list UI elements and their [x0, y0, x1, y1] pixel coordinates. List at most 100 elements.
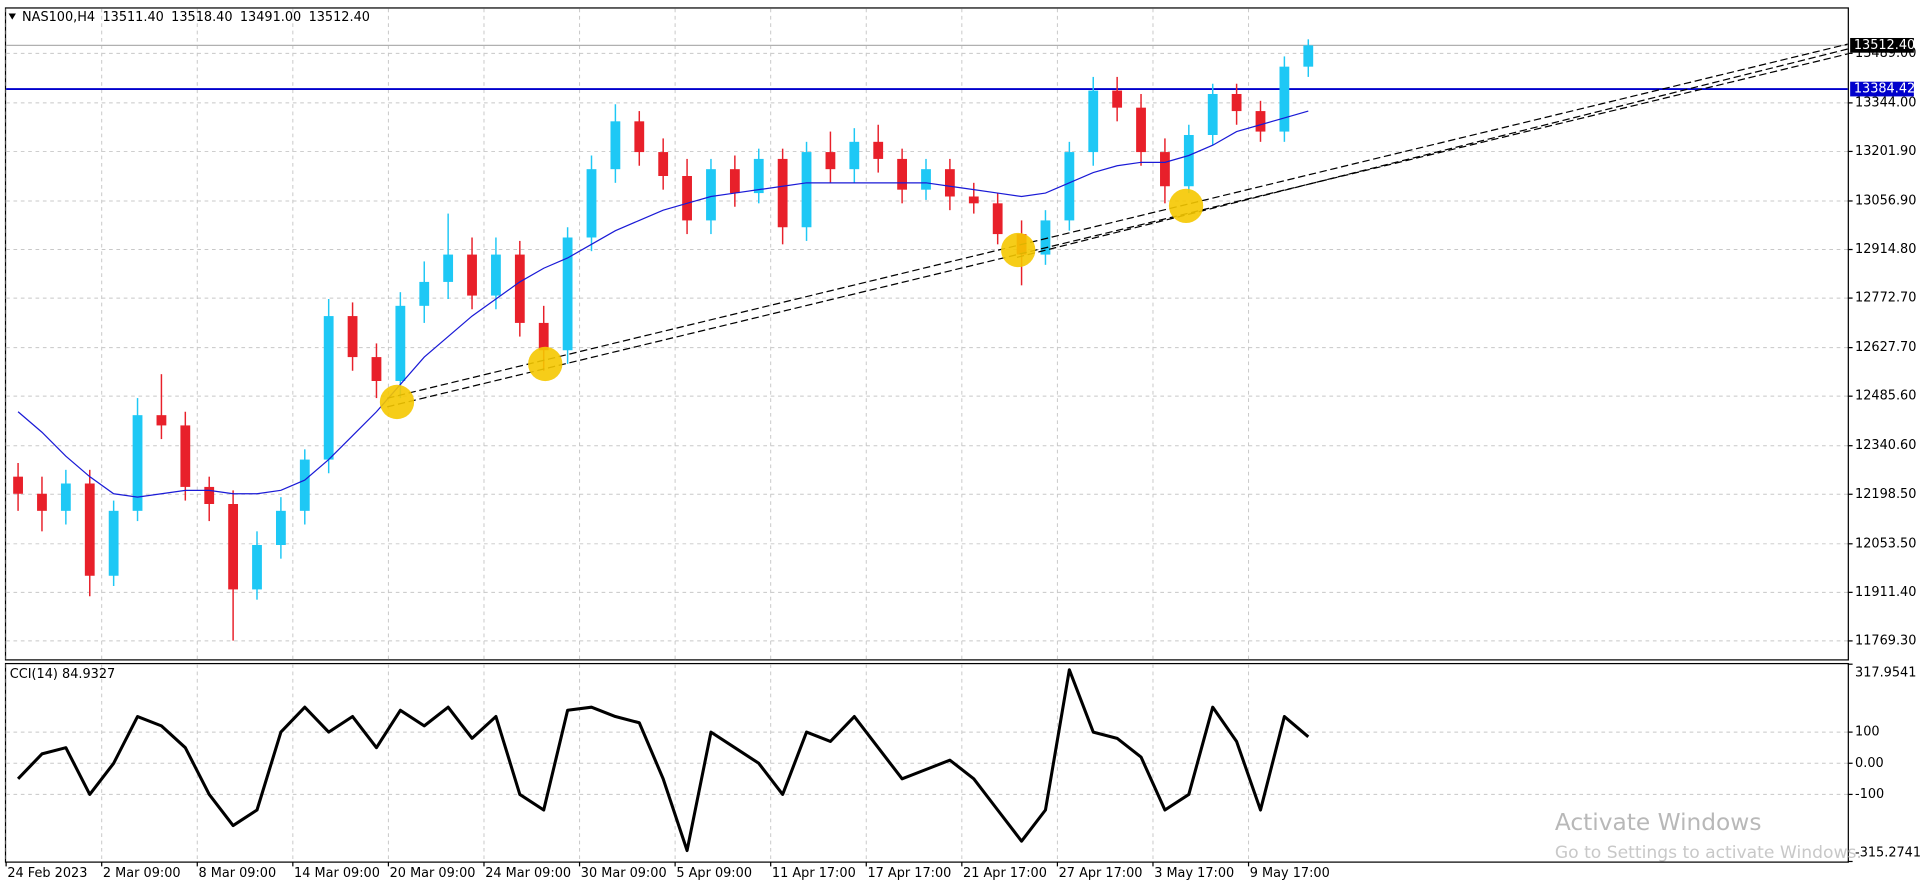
- candle-body: [1136, 107, 1146, 153]
- candle-body: [968, 196, 979, 204]
- indicator-line: [16, 668, 1310, 853]
- candle-body: [467, 254, 477, 296]
- x-tick-label: 14 Mar 09:00: [294, 866, 380, 881]
- candle-body: [180, 425, 191, 487]
- highlights: [379, 188, 1204, 420]
- x-tick-label: 30 Mar 09:00: [581, 866, 667, 881]
- candle-body: [299, 459, 310, 511]
- quote-value: 13511.40: [102, 10, 163, 25]
- level-box: [1850, 81, 1914, 97]
- candle-body: [801, 152, 812, 228]
- candle-body: [1040, 220, 1051, 255]
- candle-body: [753, 158, 764, 194]
- x-tick-label: 24 Feb 2023: [7, 866, 87, 881]
- candle-body: [37, 493, 47, 511]
- candle-body: [84, 483, 95, 576]
- candle-body: [658, 152, 669, 176]
- candle-body: [323, 316, 334, 460]
- candle-body: [992, 203, 1003, 235]
- candle-body: [60, 483, 71, 511]
- candle-body: [371, 357, 382, 382]
- x-tick-label: 17 Apr 17:00: [867, 866, 951, 881]
- x-tick-label: 3 May 17:00: [1154, 866, 1234, 881]
- x-tick-label: 24 Mar 09:00: [485, 866, 571, 881]
- cci-value: 84.9327: [62, 666, 115, 681]
- candle-body: [108, 510, 119, 576]
- y-tick-label: 13344.00: [1855, 95, 1916, 110]
- candle-body: [443, 254, 454, 282]
- candle-body: [538, 322, 549, 351]
- candle-body: [777, 158, 788, 228]
- x-tick-label: 21 Apr 17:00: [963, 866, 1047, 881]
- candle-body: [132, 415, 143, 511]
- candle-body: [873, 141, 884, 159]
- candle-body: [1160, 152, 1170, 187]
- candle-body: [491, 254, 501, 296]
- candle-body: [275, 510, 286, 546]
- candle-body: [706, 169, 716, 221]
- candle-body: [825, 152, 836, 170]
- candle-body: [562, 237, 573, 351]
- candle-body: [944, 169, 955, 197]
- y-tick-label: 12772.70: [1855, 291, 1916, 306]
- y-tick-label: 13056.90: [1855, 193, 1916, 208]
- y-tick-label: 13201.90: [1855, 144, 1916, 159]
- trend-line: [387, 53, 1848, 408]
- watermark-title: Activate Windows: [1555, 809, 1762, 836]
- y-tick-label: -315.2741: [1855, 845, 1920, 860]
- candle-body: [419, 281, 430, 306]
- level-label: 13384.42: [1854, 82, 1915, 97]
- candle-body: [729, 169, 740, 194]
- candle-body: [634, 121, 645, 153]
- touch-point: [379, 384, 415, 420]
- quote-value: 13512.40: [309, 10, 370, 25]
- moving-average: [17, 110, 1309, 498]
- candle-body: [1112, 90, 1123, 108]
- candle-body: [228, 504, 239, 590]
- y-tick-label: 11769.30: [1855, 633, 1916, 648]
- candle-body: [204, 486, 215, 505]
- candle-body: [1088, 90, 1099, 153]
- menu-arrow[interactable]: [8, 13, 16, 20]
- y-tick-label: 100: [1855, 725, 1880, 740]
- x-tick-label: 8 Mar 09:00: [198, 866, 276, 881]
- candle-body: [514, 254, 525, 323]
- candle-body: [897, 158, 908, 190]
- main-frame: [4, 7, 1849, 661]
- touch-point: [528, 346, 563, 382]
- y-tick-label: 0.00: [1855, 756, 1884, 771]
- y-tick-label: 12485.60: [1855, 389, 1916, 404]
- x-tick-label: 5 Apr 09:00: [676, 866, 752, 881]
- touch-point: [1168, 188, 1204, 224]
- main-panel: 13489.0013344.0013201.9013056.9012914.80…: [5, 8, 1916, 881]
- x-tick-label: 2 Mar 09:00: [103, 866, 181, 881]
- candle-body: [1279, 66, 1290, 132]
- candle-body: [1303, 45, 1314, 67]
- y-tick-label: 317.9541: [1855, 665, 1916, 680]
- candle-body: [682, 175, 692, 221]
- x-tick-label: 11 Apr 17:00: [772, 866, 856, 881]
- current-price-label: 13512.40: [1854, 38, 1915, 53]
- current-price-box: [1850, 37, 1914, 53]
- candle-body: [921, 169, 931, 190]
- y-tick-label: 11911.40: [1855, 585, 1916, 600]
- watermark-subtitle: Go to Settings to activate Windows.: [1555, 843, 1862, 863]
- y-tick-label: 12340.60: [1855, 438, 1916, 453]
- candle-body: [156, 415, 167, 426]
- candle-body: [252, 545, 262, 590]
- quote-value: 13491.00: [240, 10, 301, 25]
- touch-point: [1001, 232, 1036, 268]
- candle-body: [347, 316, 358, 358]
- y-tick-label: 12198.50: [1855, 487, 1916, 502]
- y-tick-label: 12627.70: [1855, 340, 1916, 355]
- candle-body: [586, 169, 597, 238]
- candle-body: [1207, 93, 1218, 135]
- candle-body: [13, 476, 23, 494]
- trend-line: [387, 43, 1848, 399]
- y-tick-label: -100: [1855, 787, 1884, 802]
- x-tick-label: 20 Mar 09:00: [390, 866, 476, 881]
- candle-body: [1255, 111, 1266, 132]
- symbol: NAS100,H4: [22, 10, 95, 25]
